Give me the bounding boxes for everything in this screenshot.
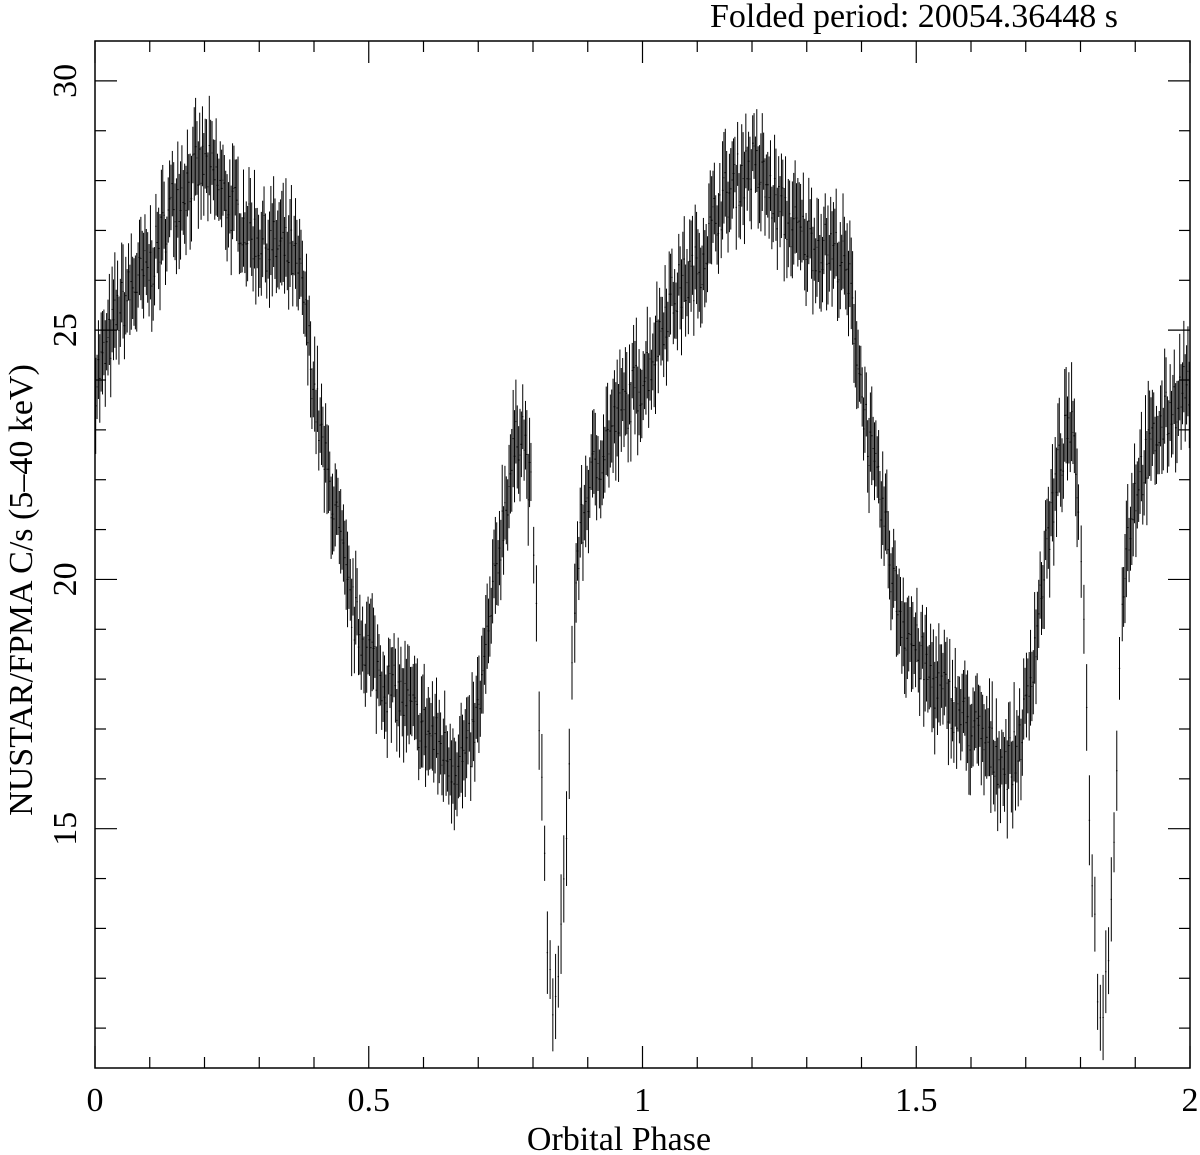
error-bars-layer	[95, 95, 1190, 1061]
chart-title: Folded period: 20054.36448 s	[710, 0, 1118, 35]
x-tick-label: 2	[1182, 1082, 1199, 1119]
y-axis: 15 20 25 30	[47, 64, 1190, 1029]
y-tick-label: 25	[47, 313, 84, 347]
x-tick-label: 1	[634, 1082, 651, 1119]
y-tick-label: 20	[47, 562, 84, 596]
y-tick-label: 30	[47, 64, 84, 98]
x-axis: 0 0.5 1 1.5 2	[87, 41, 1199, 1119]
plot-frame	[94, 40, 1191, 1069]
x-tick-label: 1.5	[895, 1082, 938, 1119]
plot-border	[94, 40, 1191, 1069]
y-tick-label: 15	[47, 812, 84, 846]
x-tick-label: 0.5	[348, 1082, 391, 1119]
x-tick-label: 0	[87, 1082, 104, 1119]
y-axis-label: NUSTAR/FPMA C/s (5–40 keV)	[3, 364, 40, 816]
x-axis-label: Orbital Phase	[527, 1121, 711, 1155]
